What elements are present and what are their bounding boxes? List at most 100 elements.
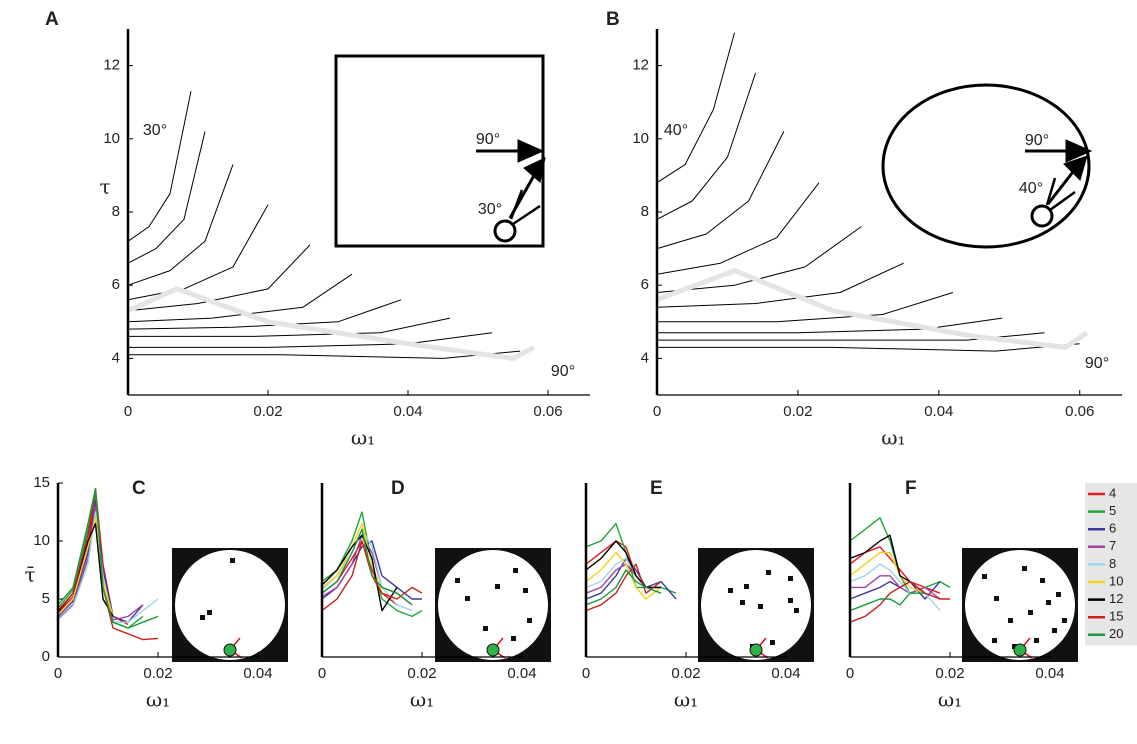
obstacle bbox=[200, 615, 205, 620]
data-line bbox=[57, 488, 159, 629]
x-tick-label: 0.02 bbox=[407, 665, 436, 682]
annotation: 40° bbox=[1019, 180, 1043, 197]
obstacle bbox=[1052, 628, 1057, 633]
obstacle bbox=[523, 588, 528, 593]
panel-label: E bbox=[650, 478, 663, 499]
inset-a bbox=[334, 54, 546, 248]
x-tick-label: 0.04 bbox=[507, 665, 536, 682]
data-line bbox=[849, 592, 925, 612]
obstacle bbox=[758, 604, 763, 609]
obstacle bbox=[740, 600, 745, 605]
data-line bbox=[127, 131, 206, 264]
arena-circle bbox=[881, 83, 1091, 249]
obstacle bbox=[1008, 618, 1013, 623]
y-tick-label: 0 bbox=[42, 648, 50, 665]
arrowhead bbox=[523, 157, 546, 183]
arena-inset bbox=[698, 548, 814, 662]
annotation: 30° bbox=[478, 201, 502, 218]
data-line bbox=[127, 164, 234, 286]
data-line bbox=[128, 317, 451, 337]
obstacle bbox=[788, 598, 793, 603]
data-line bbox=[321, 534, 398, 612]
x-tick-label: 0.04 bbox=[393, 403, 422, 420]
y-axis-label: τ̄ bbox=[24, 563, 35, 587]
data-line bbox=[585, 563, 662, 612]
legend-label: 8 bbox=[1109, 556, 1116, 571]
x-tick-label: 0 bbox=[318, 665, 326, 682]
data-line bbox=[656, 32, 735, 184]
arrow bbox=[1046, 167, 1078, 205]
panel-label: B bbox=[606, 9, 620, 30]
legend-label: 15 bbox=[1109, 609, 1123, 624]
agent bbox=[486, 643, 500, 657]
data-line bbox=[657, 292, 954, 323]
legend-label: 20 bbox=[1109, 626, 1123, 641]
data-line bbox=[656, 182, 820, 275]
obstacle bbox=[511, 636, 516, 641]
obstacle bbox=[207, 610, 212, 615]
agent bbox=[1030, 204, 1054, 228]
y-tick-label: 6 bbox=[112, 276, 120, 293]
obstacle bbox=[794, 608, 799, 613]
legend-label: 4 bbox=[1109, 485, 1116, 500]
x-axis-label: ω₁ bbox=[938, 688, 962, 712]
obstacle bbox=[527, 618, 532, 623]
data-line bbox=[656, 72, 757, 220]
x-tick-label: 0.02 bbox=[783, 403, 812, 420]
x-tick-label: 0 bbox=[846, 665, 854, 682]
obstacle bbox=[788, 576, 793, 581]
obstacle bbox=[770, 640, 775, 645]
arrowhead bbox=[1063, 155, 1088, 181]
obstacle bbox=[982, 574, 987, 579]
arena-floor bbox=[701, 550, 811, 660]
obstacle bbox=[1034, 638, 1039, 643]
agent bbox=[223, 643, 237, 657]
data-line bbox=[127, 204, 269, 301]
x-tick-label: 0.04 bbox=[924, 403, 953, 420]
x-axis-label: ω₁ bbox=[146, 688, 170, 712]
x-axis-label: ω₁ bbox=[881, 426, 905, 450]
obstacle bbox=[1046, 600, 1051, 605]
panel-label: A bbox=[45, 9, 59, 30]
data-line bbox=[585, 569, 662, 606]
data-line bbox=[126, 286, 536, 361]
x-tick-label: 0 bbox=[582, 665, 590, 682]
x-tick-label: 0.06 bbox=[533, 403, 562, 420]
data-line bbox=[657, 332, 1045, 341]
y-tick-label: 8 bbox=[112, 203, 120, 220]
annotation: 90° bbox=[1025, 132, 1049, 149]
x-tick-label: 0.06 bbox=[1065, 403, 1094, 420]
sensor bbox=[1045, 177, 1057, 206]
x-tick-label: 0 bbox=[124, 403, 132, 420]
obstacle bbox=[1022, 566, 1027, 571]
y-axis-label: τ bbox=[99, 175, 110, 199]
arena-floor bbox=[438, 550, 548, 660]
obstacle bbox=[728, 588, 733, 593]
data-line bbox=[849, 551, 926, 594]
obstacle bbox=[483, 626, 488, 631]
data-line bbox=[321, 528, 413, 606]
obstacle bbox=[1028, 610, 1033, 615]
obstacle bbox=[994, 596, 999, 601]
y-tick-label: 8 bbox=[641, 203, 649, 220]
data-line bbox=[656, 268, 1089, 350]
agent bbox=[493, 219, 517, 243]
legend-label: 6 bbox=[1109, 521, 1116, 536]
legend-label: 10 bbox=[1109, 573, 1123, 588]
data-line bbox=[127, 91, 192, 242]
x-axis-label: ω₁ bbox=[674, 688, 698, 712]
legend-label: 7 bbox=[1109, 538, 1116, 553]
y-tick-label: 10 bbox=[632, 130, 649, 147]
data-line bbox=[127, 244, 311, 312]
data-line bbox=[849, 580, 950, 623]
arrowhead bbox=[1065, 139, 1093, 163]
y-tick-label: 5 bbox=[42, 590, 50, 607]
data-line bbox=[850, 575, 941, 600]
obstacle bbox=[1012, 644, 1017, 649]
y-tick-label: 6 bbox=[641, 276, 649, 293]
x-tick-label: 0.02 bbox=[935, 665, 964, 682]
obstacle bbox=[744, 584, 749, 589]
x-tick-label: 0.04 bbox=[243, 665, 272, 682]
y-tick-label: 12 bbox=[632, 57, 649, 74]
